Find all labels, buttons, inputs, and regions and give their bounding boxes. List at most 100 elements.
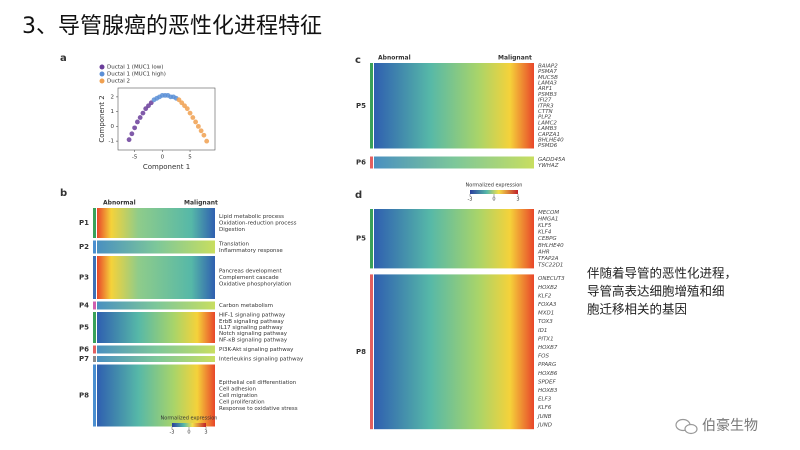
gene-name: TSC22D1 [538,263,563,269]
cluster-bar [93,364,96,427]
pathway-term: Oxidation-reduction process [219,221,297,227]
scatter-point [184,106,190,112]
gene-name: BHLHE40 [538,137,564,143]
gene-name: PSMD6 [538,143,558,149]
gene-name: LAMC2 [538,120,557,126]
gene-name: ELF3 [538,397,552,403]
pathway-term: Translation [218,241,249,247]
legend-label: Ductal 2 [107,79,130,85]
panel-label: b [60,188,67,199]
colorbar-tick-label: 3 [516,197,519,203]
cluster-bar [93,256,96,299]
gene-name: KLF4 [538,230,552,236]
gene-name: HOXB7 [538,345,558,351]
gene-name: LAMB3 [538,126,557,132]
gene-name: PITX1 [538,336,554,342]
cluster-label: P5 [356,102,366,110]
cluster-label: P6 [79,346,89,354]
scatter-point [126,137,132,143]
scatter-point [198,128,204,134]
pathway-term: Digestion [219,227,246,233]
heatmap-block [97,208,215,238]
axis-left-label: Abnormal [378,55,411,62]
gene-name: PLP2 [538,115,552,121]
gene-name: PSMB3 [538,92,557,98]
gene-name: SPDEF [538,379,557,385]
pathway-term: Cell proliferation [219,400,265,406]
y-tick-label: -1 [109,139,114,145]
legend-label: Ductal 1 (MUC1 low) [107,65,163,71]
scatter-point [132,125,138,131]
gene-name: JUNB [537,414,552,420]
y-tick-label: 1 [111,109,115,115]
scatter-point [190,115,196,120]
x-tick-label: -5 [132,155,138,161]
cluster-label: P5 [356,235,366,243]
gene-name: PSMA7 [538,69,557,75]
gene-name: BHLHE40 [538,243,564,249]
cluster-label: P4 [79,302,89,310]
gene-name: HOXB3 [538,388,558,394]
gene-name: LAMA3 [538,80,557,86]
pathway-term: Cell migration [219,393,258,399]
gene-name: FOXA3 [538,302,557,308]
pathway-term: Interleukins signaling pathway [219,357,304,363]
gene-name: TFAP2A [538,256,559,262]
cluster-bar [370,209,373,269]
cluster-bar [93,312,96,343]
colorbar [172,423,206,427]
heatmap-block [97,312,215,343]
gene-name: JUND [537,422,552,428]
slide-title: 3、导管腺癌的恶性化进程特征 [22,14,322,39]
gene-name: KLF6 [538,405,552,411]
colorbar [470,190,518,194]
pathway-term: Notch signaling pathway [219,331,288,337]
plot-frame [117,87,216,151]
gene-name: AHR [537,249,550,255]
cluster-label: P1 [79,219,89,227]
cluster-label: P6 [356,159,366,167]
scatter-point [204,138,210,144]
y-axis-label: Component 2 [98,95,106,142]
pathway-term: HIF-1 signaling pathway [219,313,286,319]
colorbar-tick-label: -3 [468,197,473,203]
gene-name: MUC5B [538,75,558,81]
scatter-point [195,123,201,129]
note-line: 伴随着导管的恶性化进程， [587,266,737,281]
scatter-point [129,131,135,137]
legend-marker [99,64,105,70]
cluster-bar [370,274,373,430]
heatmap-block [97,301,215,310]
pathway-term: Cell adhesion [219,387,257,393]
panel-label: d [355,190,362,201]
cluster-bar [370,156,373,169]
heatmap-block [97,345,215,354]
gene-name: ITPR3 [538,103,554,109]
gene-name: PPARG [538,362,556,368]
scatter-point [137,115,143,120]
scatter-point [135,119,140,125]
colorbar-tick-label: 0 [187,430,190,436]
y-tick-label: 2 [111,94,115,100]
gene-name: ONECUT3 [538,276,565,282]
cluster-label: P7 [79,355,89,363]
legend-label: Ductal 1 (MUC1 high) [107,72,166,78]
x-tick-label: 0 [161,155,165,161]
cluster-label: P8 [356,348,366,356]
heatmap-block [374,274,534,430]
scatter-point [187,110,193,116]
panel-label: a [60,53,67,64]
axis-right-label: Malignant [498,55,532,62]
wechat-icon [675,418,698,435]
cluster-label: P3 [79,274,89,282]
cluster-label: P5 [79,324,89,332]
gene-name: IFI27 [538,98,552,104]
gene-name: YWHAZ [538,163,559,169]
pathway-term: Complement cascade [219,275,279,281]
pathway-term: Response to oxidative stress [219,406,298,412]
gene-name: KLF2 [538,293,552,299]
gene-name: MECOM [538,210,559,216]
cluster-label: P8 [79,392,89,400]
gene-name: KLF5 [538,223,552,229]
